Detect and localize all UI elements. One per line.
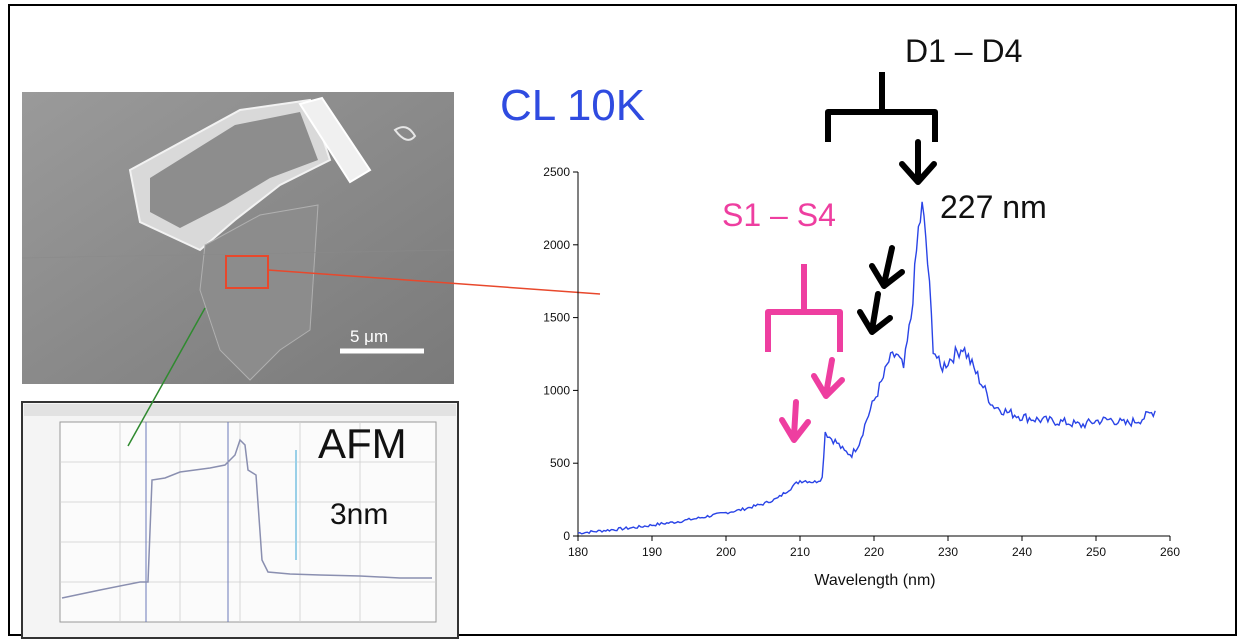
d-label: D1 – D4 bbox=[905, 33, 1022, 69]
y-tick-label: 0 bbox=[563, 529, 570, 543]
scale-bar-label: 5 μm bbox=[350, 327, 388, 346]
afm-image bbox=[21, 401, 459, 639]
cl-spectrum-chart: 0 500 1000 1500 2000 2500 180 190 200 210 220 230 2… bbox=[543, 165, 1180, 589]
d-arrow-peak bbox=[899, 139, 937, 185]
x-tick-label: 260 bbox=[1160, 545, 1180, 559]
x-tick-label: 210 bbox=[790, 545, 810, 559]
d-bracket bbox=[825, 72, 938, 142]
s-bracket bbox=[765, 264, 843, 352]
d-arrow-3 bbox=[857, 291, 893, 335]
red-region-box bbox=[225, 255, 269, 289]
green-connector-line bbox=[127, 307, 206, 447]
cl-title: CL 10K bbox=[500, 81, 645, 130]
s-arrow-1 bbox=[811, 357, 845, 399]
x-tick-label: 220 bbox=[864, 545, 884, 559]
x-tick-label: 240 bbox=[1012, 545, 1032, 559]
afm-value: 3nm bbox=[330, 498, 388, 531]
red-connector-line bbox=[267, 269, 601, 295]
x-tick-label: 230 bbox=[938, 545, 958, 559]
sem-image bbox=[21, 92, 455, 384]
y-tick-label: 1000 bbox=[543, 383, 570, 397]
x-tick-label: 190 bbox=[642, 545, 662, 559]
spectrum-series-line bbox=[577, 201, 1156, 535]
y-tick-label: 1500 bbox=[543, 311, 570, 325]
s-arrow-2 bbox=[779, 399, 811, 443]
peak-label: 227 nm bbox=[940, 189, 1047, 225]
x-tick-label: 200 bbox=[716, 545, 736, 559]
afm-label: AFM bbox=[318, 420, 407, 467]
d-arrow-2 bbox=[869, 245, 905, 289]
y-tick-label: 2500 bbox=[543, 165, 570, 179]
x-tick-label: 180 bbox=[568, 545, 588, 559]
y-tick-label: 2000 bbox=[543, 238, 570, 252]
x-axis-label: Wavelength (nm) bbox=[814, 572, 935, 589]
y-tick-label: 500 bbox=[550, 456, 570, 470]
x-tick-label: 250 bbox=[1086, 545, 1106, 559]
s-label: S1 – S4 bbox=[722, 197, 836, 233]
